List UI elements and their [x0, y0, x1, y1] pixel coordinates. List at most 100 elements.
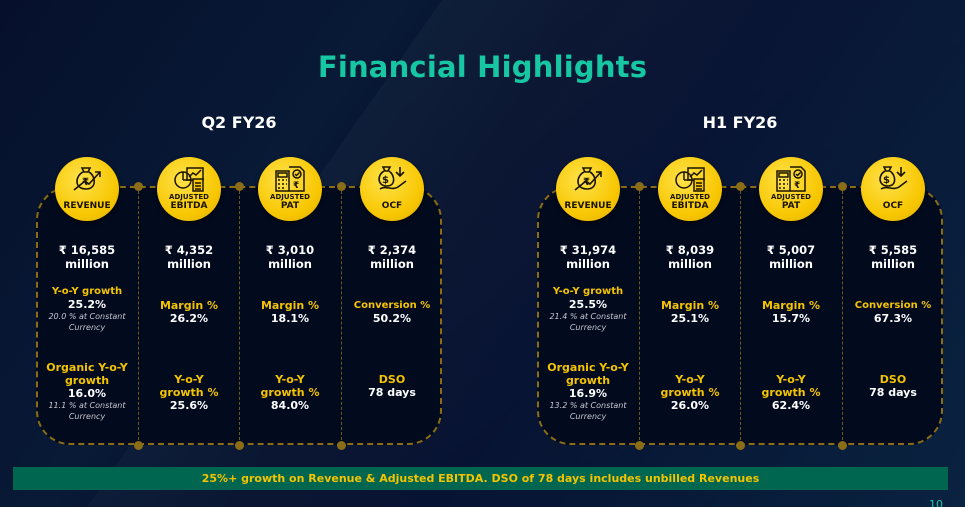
period-heading: Q2 FY26	[201, 113, 277, 132]
column-divider	[239, 186, 240, 445]
amount-unit: million	[370, 257, 414, 271]
amount-unit: million	[167, 257, 211, 271]
metric-label: Margin %	[660, 299, 720, 312]
icon-label-line-2: OCF	[381, 201, 403, 211]
metric-value: 62.4%	[771, 399, 811, 412]
icon-label-line-2: OCF	[882, 201, 904, 211]
amount-unit: million	[871, 257, 915, 271]
revenue-icon: ₹ REVENUE	[55, 157, 119, 221]
svg-text:₹: ₹	[583, 177, 590, 188]
metric-row-1: Y-o-Y growth 25.5% 21.4 % at Constant Cu…	[537, 285, 639, 333]
icon-label-line-2: PAT	[781, 201, 801, 211]
metric-amount: ₹ 4,352 million	[138, 243, 240, 271]
metric-label: Y-o-Y growth %	[660, 373, 720, 399]
metric-amount: ₹ 3,010 million	[239, 243, 341, 271]
metric-value: 50.2%	[372, 312, 412, 325]
metric-value: 25.5%	[568, 298, 608, 311]
metric-amount: ₹ 2,374 million	[341, 243, 443, 271]
amount-unit: million	[65, 257, 109, 271]
amount-unit: million	[668, 257, 712, 271]
divider-dot	[838, 182, 847, 191]
metric-amount: ₹ 5,585 million	[842, 243, 944, 271]
metric-value: 78 days	[869, 386, 917, 399]
metric-amount: ₹ 16,585 million	[36, 243, 138, 271]
divider-dot	[736, 441, 745, 450]
icon-label-line-2: REVENUE	[564, 201, 612, 211]
metric-row-1: Conversion % 67.3%	[842, 299, 944, 325]
metric-value: 26.2%	[169, 312, 209, 325]
icon-label: REVENUE	[55, 201, 119, 211]
metric-label: Margin %	[159, 299, 219, 312]
column-divider	[639, 186, 640, 445]
amount-value: ₹ 3,010	[265, 243, 315, 257]
metric-row-2: Y-o-Y growth % 25.6%	[138, 373, 240, 412]
divider-dot	[838, 441, 847, 450]
slide-title: Financial Highlights	[317, 50, 648, 84]
summary-banner: 25%+ growth on Revenue & Adjusted EBITDA…	[13, 467, 948, 490]
amount-value: ₹ 5,585	[868, 243, 918, 257]
metric-row-2: Y-o-Y growth % 62.4%	[740, 373, 842, 412]
icon-label: ADJUSTED PAT	[759, 193, 823, 212]
amount-unit: million	[769, 257, 813, 271]
icon-label-line-1: ADJUSTED	[169, 193, 209, 201]
metric-value: 25.2%	[67, 298, 107, 311]
divider-dot	[337, 182, 346, 191]
divider-dot	[337, 441, 346, 450]
icon-label-line-1: ADJUSTED	[670, 193, 710, 201]
amount-value: ₹ 5,007	[766, 243, 816, 257]
metric-row-1: Margin % 18.1%	[239, 299, 341, 325]
amount-value: ₹ 2,374	[367, 243, 417, 257]
metric-label: DSO	[879, 373, 907, 386]
amount-value: ₹ 4,352	[164, 243, 214, 257]
metric-value: 16.9%	[568, 387, 608, 400]
icon-label: OCF	[861, 201, 925, 211]
metric-column: ₹ REVENUE ₹ 16,585 million Y-o-Y growth …	[36, 157, 138, 445]
metric-row-2: Organic Y-o-Y growth 16.0% 11.1 % at Con…	[36, 361, 138, 422]
divider-dot	[736, 182, 745, 191]
metric-label: Y-o-Y growth %	[159, 373, 219, 399]
amount-unit: million	[566, 257, 610, 271]
icon-label: OCF	[360, 201, 424, 211]
metric-note: 21.4 % at Constant Currency	[549, 312, 627, 332]
icon-label-line-1: ADJUSTED	[771, 193, 811, 201]
metric-value: 15.7%	[771, 312, 811, 325]
period-heading: H1 FY26	[702, 113, 778, 132]
icon-label-line-1: ADJUSTED	[270, 193, 310, 201]
metric-value: 25.1%	[670, 312, 710, 325]
icon-label-line-2: REVENUE	[63, 201, 111, 211]
metric-label: Conversion %	[353, 300, 431, 311]
metric-label: Margin %	[260, 299, 320, 312]
divider-dot	[635, 441, 644, 450]
divider-dot	[235, 441, 244, 450]
metric-column: $ OCF ₹ 2,374 million Conversion % 50.2%…	[341, 157, 443, 445]
column-divider	[842, 186, 843, 445]
ebitda-chart-icon: ADJUSTED EBITDA	[658, 157, 722, 221]
cash-flow-hand-icon: $ OCF	[861, 157, 925, 221]
divider-dot	[134, 182, 143, 191]
icon-label: ADJUSTED EBITDA	[658, 193, 722, 212]
divider-dot	[635, 182, 644, 191]
metric-label: Y-o-Y growth %	[761, 373, 821, 399]
metric-value: 16.0%	[67, 387, 107, 400]
icon-label-line-2: EBITDA	[671, 201, 709, 211]
metric-label: Y-o-Y growth	[51, 286, 123, 297]
ebitda-chart-icon: ADJUSTED EBITDA	[157, 157, 221, 221]
metric-value: 26.0%	[670, 399, 710, 412]
column-divider	[341, 186, 342, 445]
metric-column: ADJUSTED EBITDA ₹ 8,039 million Margin %…	[639, 157, 741, 445]
metric-row-2: Y-o-Y growth % 26.0%	[639, 373, 741, 412]
metric-column: ADJUSTED EBITDA ₹ 4,352 million Margin %…	[138, 157, 240, 445]
revenue-icon: ₹ REVENUE	[556, 157, 620, 221]
metric-note: 13.2 % at Constant Currency	[549, 401, 627, 421]
amount-value: ₹ 31,974	[559, 243, 617, 257]
metric-row-1: Margin % 15.7%	[740, 299, 842, 325]
metric-value: 67.3%	[873, 312, 913, 325]
metric-column: ₹ ADJUSTED PAT ₹ 5,007 million Margin % …	[740, 157, 842, 445]
metric-value: 78 days	[368, 386, 416, 399]
metric-value: 25.6%	[169, 399, 209, 412]
column-divider	[740, 186, 741, 445]
metric-label: Organic Y-o-Y growth	[46, 361, 128, 387]
icon-label-line-2: PAT	[280, 201, 300, 211]
metric-label: Y-o-Y growth	[552, 286, 624, 297]
metric-label: Conversion %	[854, 300, 932, 311]
